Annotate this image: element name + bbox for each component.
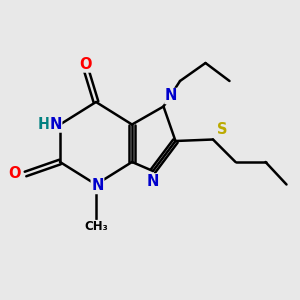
Text: N: N xyxy=(147,174,159,189)
Text: H: H xyxy=(38,117,50,132)
Text: O: O xyxy=(79,57,92,72)
Text: CH₃: CH₃ xyxy=(84,220,108,233)
Text: S: S xyxy=(218,122,228,136)
Text: O: O xyxy=(8,167,21,182)
Text: N: N xyxy=(165,88,177,104)
Text: N: N xyxy=(49,117,62,132)
Text: N: N xyxy=(91,178,104,194)
